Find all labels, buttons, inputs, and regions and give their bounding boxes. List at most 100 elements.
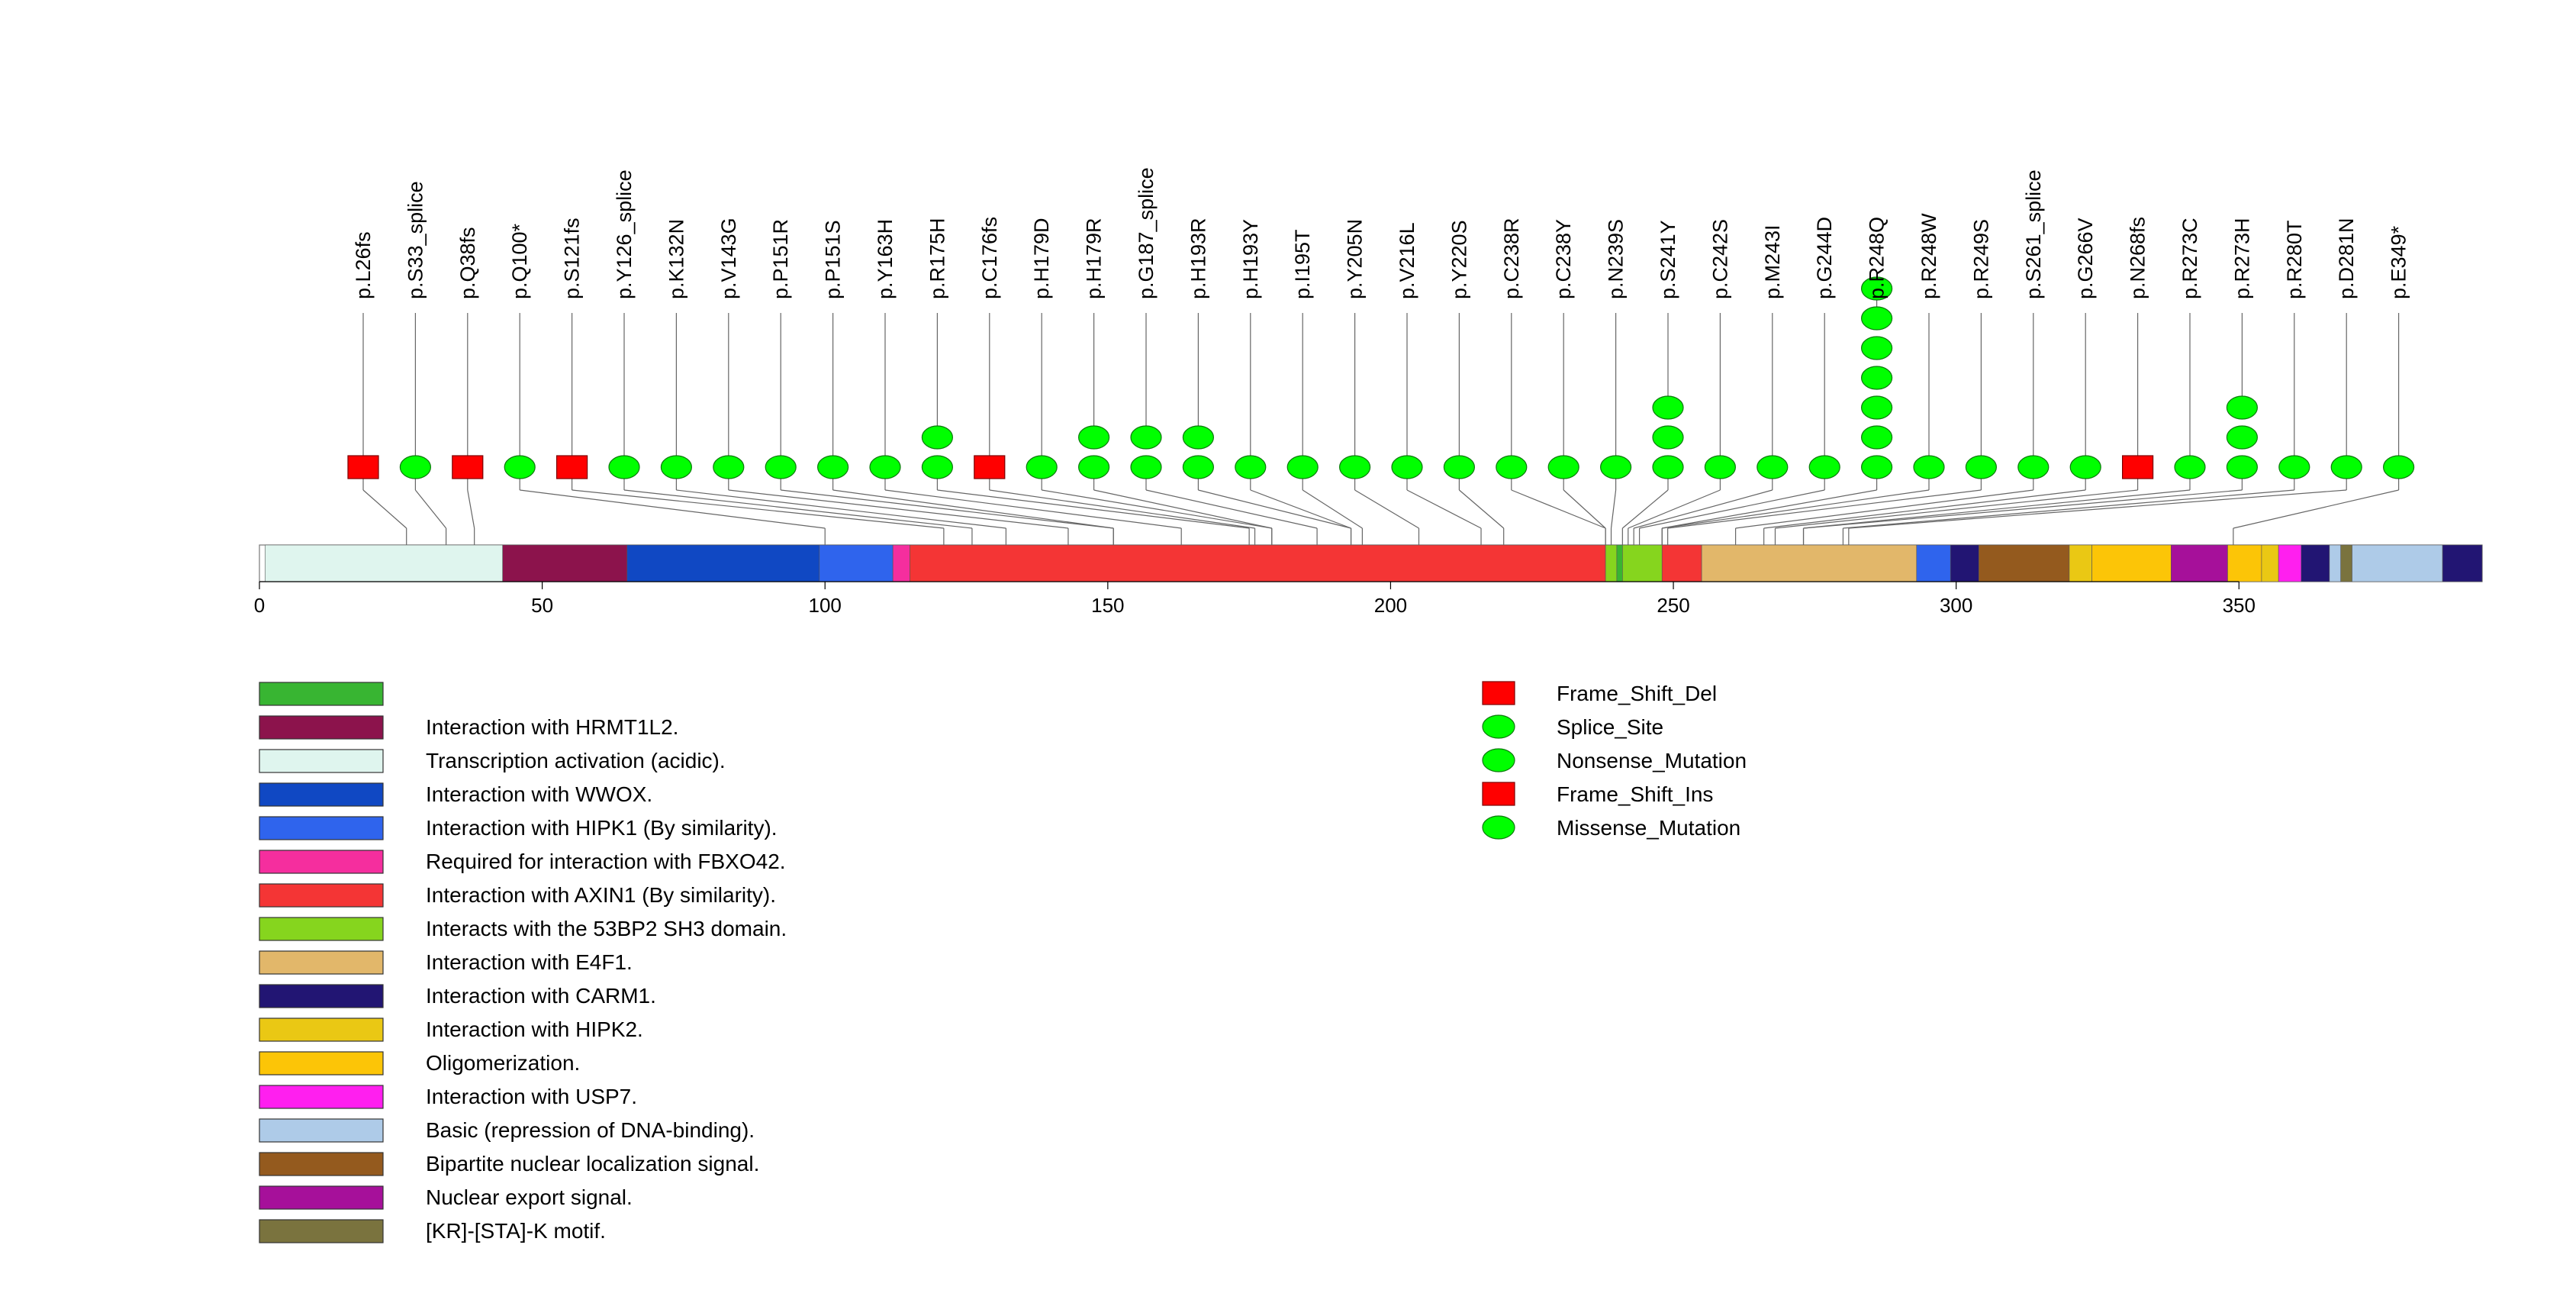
domain-legend-label: Interaction with USP7.: [426, 1085, 637, 1108]
mutation-label: p.I195T: [1291, 229, 1314, 299]
mutation-label: p.M243I: [1761, 224, 1784, 299]
axis-tick-label: 300: [1940, 594, 1972, 617]
mutation-label: p.C238R: [1500, 218, 1523, 299]
mutation-label: p.R248Q: [1866, 217, 1889, 299]
mutation-marker-ellipse: [713, 455, 745, 479]
connector-line: [1250, 489, 1351, 529]
axis-tick-label: 150: [1091, 594, 1124, 617]
mutation-label: p.Y205N: [1344, 219, 1367, 299]
connector-line: [1198, 489, 1351, 529]
mutation-label: p.R273H: [2230, 218, 2253, 299]
connector-line: [937, 489, 1250, 529]
mutation-marker-ellipse: [1077, 455, 1110, 479]
mutation-marker-ellipse: [2330, 455, 2362, 479]
connector-line: [1634, 489, 1773, 529]
connector-line: [1302, 489, 1363, 529]
connector-line: [1763, 489, 2086, 529]
axis-tick-label: 200: [1374, 594, 1407, 617]
domain-legend-swatch: [259, 883, 384, 908]
mutation-marker-ellipse: [2174, 455, 2206, 479]
connector-line: [414, 489, 447, 529]
domain-legend-swatch: [259, 682, 384, 706]
domain-legend-label: Required for interaction with FBXO42.: [426, 850, 786, 873]
domain-legend-label: [KR]-[STA]-K motif.: [426, 1219, 606, 1243]
mutation-label: p.E349*: [2388, 225, 2410, 299]
domain-legend-swatch: [259, 950, 384, 975]
connector-line: [781, 489, 1114, 529]
connector-line: [1406, 489, 1482, 529]
domain-legend-label: Interaction with E4F1.: [426, 950, 633, 974]
mutation-legend-ellipse: [1482, 714, 1515, 739]
mutation-marker-square: [555, 455, 588, 479]
domain-segment-14: [2069, 544, 2092, 582]
mutation-label: p.K132N: [665, 219, 687, 299]
connector-line: [1803, 489, 2191, 529]
connector-line: [728, 489, 1069, 529]
mutation-marker-ellipse: [2017, 455, 2050, 479]
mutation-marker-ellipse: [504, 455, 536, 479]
mutation-label: p.P151S: [822, 220, 845, 299]
connector-line: [1628, 489, 1721, 529]
mutation-markers: [347, 276, 2415, 479]
mutation-marker-ellipse: [1704, 455, 1736, 479]
mutation-marker-ellipse: [921, 425, 954, 450]
mutation-label: p.R280T: [2283, 220, 2306, 299]
mutation-label: p.Y220S: [1447, 220, 1470, 299]
mutation-marker-ellipse: [2069, 455, 2101, 479]
connector-line: [1610, 489, 1617, 529]
domain-legend-swatch: [259, 715, 384, 740]
mutation-label: p.R175H: [926, 218, 948, 299]
domain-segment-5: [910, 544, 1606, 582]
domain-segment-21: [2329, 544, 2341, 582]
mutation-marker-ellipse: [921, 455, 954, 479]
mutation-label: p.C238Y: [1552, 219, 1575, 299]
mutation-marker-square: [974, 455, 1006, 479]
mutation-marker-ellipse: [1338, 455, 1371, 479]
mutation-marker-ellipse: [1391, 455, 1423, 479]
mutation-marker-ellipse: [1600, 455, 1632, 479]
domain-legend-label: Interacts with the 53BP2 SH3 domain.: [426, 917, 787, 940]
mutation-label: p.H179R: [1083, 218, 1106, 299]
mutation-marker-ellipse: [869, 455, 901, 479]
connector-line: [1775, 489, 2138, 529]
connector-line: [1639, 489, 1825, 529]
mutation-label: p.Y126_splice: [613, 169, 636, 299]
connector-line: [989, 489, 1255, 529]
mutation-label: p.G266V: [2074, 218, 2097, 299]
mutation-label: p.R273C: [2178, 218, 2201, 299]
domain-segment-2: [626, 544, 820, 582]
connector-line: [832, 489, 1114, 529]
mutation-label: p.Q100*: [508, 223, 531, 299]
mutation-marker-ellipse: [399, 455, 432, 479]
domain-legend-swatch: [259, 1051, 384, 1076]
mutation-legend-label: Frame_Shift_Ins: [1557, 782, 1713, 806]
connector-line: [572, 489, 944, 529]
connector-line: [1563, 489, 1606, 529]
mutation-marker-ellipse: [1757, 455, 1789, 479]
mutation-marker-ellipse: [1861, 455, 1893, 479]
domain-legend-label: Bipartite nuclear localization signal.: [426, 1152, 759, 1176]
mutation-label: p.R249S: [1969, 219, 1992, 299]
domain-legend-swatch: [259, 749, 384, 773]
mutation-legend-square: [1482, 681, 1515, 705]
mutation-type-legend: Frame_Shift_Del Splice_Site Nonsense_Mutat…: [1482, 681, 1747, 840]
connector-line: [1848, 489, 2347, 529]
axis-tick-label: 100: [809, 594, 842, 617]
connector-line: [1459, 489, 1505, 529]
domain-legend-swatch: [259, 1118, 384, 1143]
mutation-label: p.V143G: [717, 218, 740, 299]
mutation-marker-ellipse: [1861, 306, 1893, 331]
mutation-marker-ellipse: [2278, 455, 2310, 479]
connector-line: [362, 489, 407, 529]
domain-segment-12: [1950, 544, 1979, 582]
mutation-marker-ellipse: [1861, 276, 1893, 301]
mutation-marker-ellipse: [2226, 455, 2258, 479]
domain-legend-label: Interaction with AXIN1 (By similarity).: [426, 883, 776, 907]
mutation-marker-ellipse: [1861, 336, 1893, 360]
domain-legend-swatch: [259, 816, 384, 840]
mutation-legend-label: Missense_Mutation: [1557, 816, 1740, 840]
domain-legend-swatch: [259, 1152, 384, 1176]
connector-line: [1662, 489, 1930, 529]
mutation-marker-ellipse: [1496, 455, 1528, 479]
mutation-marker-square: [2122, 455, 2154, 479]
